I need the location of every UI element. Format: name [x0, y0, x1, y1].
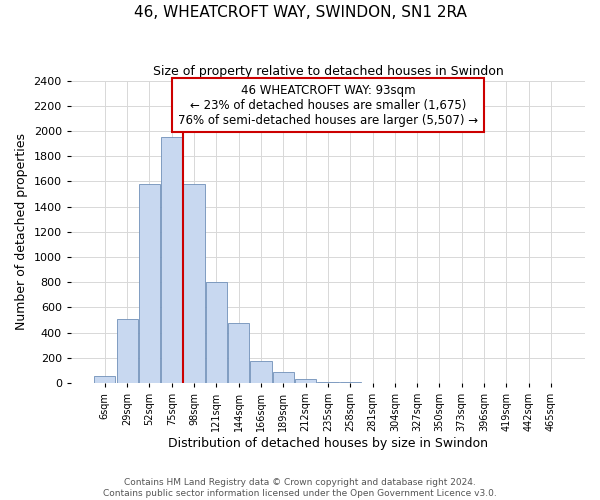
Bar: [295, 378, 316, 383]
Bar: [317, 382, 338, 383]
Bar: [206, 282, 227, 383]
Bar: [340, 382, 361, 383]
X-axis label: Distribution of detached houses by size in Swindon: Distribution of detached houses by size …: [168, 437, 488, 450]
Y-axis label: Number of detached properties: Number of detached properties: [15, 134, 28, 330]
Bar: [94, 376, 115, 383]
Text: 46 WHEATCROFT WAY: 93sqm
← 23% of detached houses are smaller (1,675)
76% of sem: 46 WHEATCROFT WAY: 93sqm ← 23% of detach…: [178, 84, 478, 126]
Text: Contains HM Land Registry data © Crown copyright and database right 2024.
Contai: Contains HM Land Registry data © Crown c…: [103, 478, 497, 498]
Title: Size of property relative to detached houses in Swindon: Size of property relative to detached ho…: [152, 65, 503, 78]
Bar: [272, 372, 294, 383]
Bar: [250, 361, 272, 383]
Bar: [228, 323, 249, 383]
Bar: [184, 184, 205, 383]
Bar: [161, 138, 182, 383]
Text: 46, WHEATCROFT WAY, SWINDON, SN1 2RA: 46, WHEATCROFT WAY, SWINDON, SN1 2RA: [134, 5, 466, 20]
Bar: [139, 184, 160, 383]
Bar: [116, 320, 138, 383]
